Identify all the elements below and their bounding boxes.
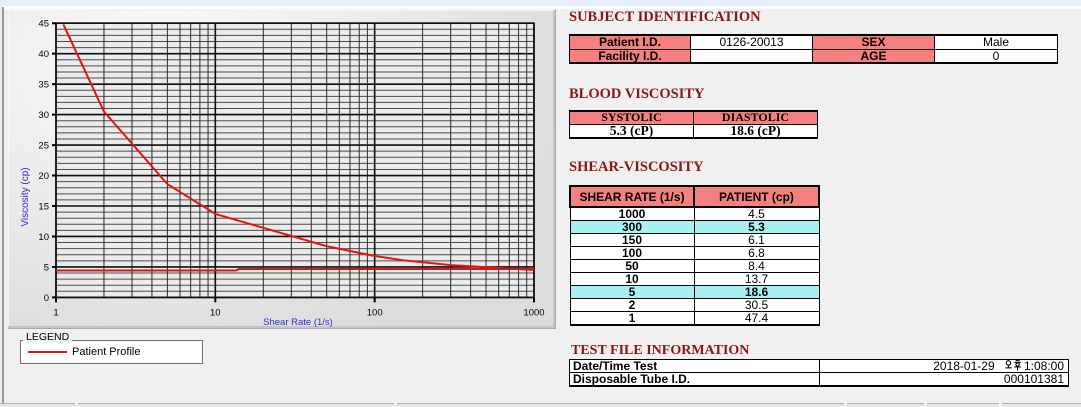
svg-text:10: 10 [210, 307, 221, 318]
svg-text:100: 100 [367, 307, 383, 318]
svg-text:15: 15 [38, 202, 49, 213]
svg-text:30: 30 [38, 110, 49, 121]
svg-text:Viscosity (cp): Viscosity (cp) [20, 167, 31, 226]
svg-text:10: 10 [38, 232, 49, 243]
svg-text:0: 0 [44, 293, 49, 304]
svg-text:1: 1 [53, 307, 58, 318]
svg-text:40: 40 [38, 49, 49, 60]
svg-text:45: 45 [38, 19, 49, 30]
svg-text:20: 20 [38, 171, 49, 182]
svg-text:1000: 1000 [523, 307, 544, 318]
svg-text:Shear Rate (1/s): Shear Rate (1/s) [263, 317, 333, 328]
svg-text:35: 35 [38, 80, 49, 91]
svg-text:5: 5 [44, 262, 49, 273]
svg-text:25: 25 [38, 141, 49, 152]
